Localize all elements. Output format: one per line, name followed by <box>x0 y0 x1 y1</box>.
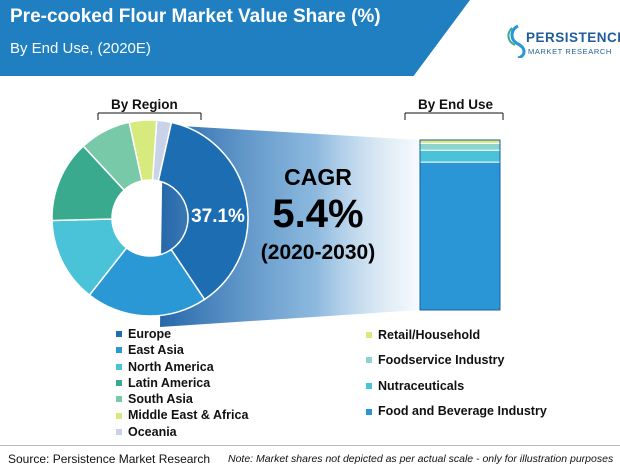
legend-swatch <box>366 331 372 338</box>
legend-swatch <box>116 412 122 419</box>
legend-label: East Asia <box>128 343 184 358</box>
donut-slice-europe <box>157 121 249 301</box>
legend-item-food-beverage-industry: Food and Beverage Industry <box>366 399 547 425</box>
stack-segment-food-and-beverage-industry <box>419 161 501 311</box>
legend-label: Middle East & Africa <box>128 408 249 423</box>
legend-item-europe: Europe <box>116 326 248 342</box>
legend-swatch <box>116 396 122 403</box>
cagr-value: 5.4% <box>272 192 363 236</box>
legend-label: North America <box>128 359 214 374</box>
region-chart-title: By Region <box>111 97 178 112</box>
footer-note: Note: Market shares not depicted as per … <box>228 453 614 465</box>
enduse-chart-title: By End Use <box>418 97 494 112</box>
legend-swatch <box>116 380 122 387</box>
donut-slice-oceania <box>151 119 173 182</box>
legend-label: South Asia <box>128 392 193 407</box>
logo-mark-icon <box>507 24 526 58</box>
cagr-label: CAGR <box>284 164 352 190</box>
source-text: Source: Persistence Market Research <box>8 452 211 466</box>
legend-swatch <box>116 347 122 354</box>
legend-swatch <box>366 408 372 415</box>
legend-swatch <box>366 382 372 389</box>
legend-label: Oceania <box>128 424 177 439</box>
legend-label: Europe <box>128 327 172 341</box>
legend-swatch <box>366 357 372 364</box>
legend-label: Latin America <box>128 375 211 390</box>
enduse-stacked-bar <box>419 139 501 311</box>
legend-item-oceania: Oceania <box>116 424 248 440</box>
stack-bar-frame <box>419 139 501 311</box>
stack-segment-foodservice-industry <box>419 142 501 151</box>
legend-label: Retail/Household <box>378 327 481 342</box>
region-legend: Europe East Asia North America Latin Ame… <box>116 326 248 440</box>
stack-segment-nutraceuticals <box>419 149 501 163</box>
enduse-legend: Retail/Household Foodservice Industry Nu… <box>366 322 547 424</box>
footer-divider <box>0 445 620 446</box>
donut-slice-east-asia <box>88 246 206 317</box>
legend-label: Foodservice Industry <box>378 353 505 368</box>
legend-item-middle-east-africa: Middle East & Africa <box>116 407 248 423</box>
legend-swatch <box>116 363 122 370</box>
chart-subtitle: By End Use, (2020E) <box>10 40 151 57</box>
europe-share-label: 37.1% <box>191 206 245 227</box>
chart-title: Pre-cooked Flour Market Value Share (%) <box>10 6 381 27</box>
company-logo: PERSISTENCE MARKET RESEARCH <box>506 20 620 80</box>
logo-tagline: MARKET RESEARCH <box>528 47 612 56</box>
legend-item-south-asia: South Asia <box>116 391 248 407</box>
header-banner <box>0 0 470 76</box>
legend-item-latin-america: Latin America <box>116 375 248 391</box>
legend-item-north-america: North America <box>116 359 248 375</box>
legend-swatch <box>116 428 122 435</box>
legend-swatch <box>116 331 122 338</box>
legend-label: Food and Beverage Industry <box>378 404 547 419</box>
region-donut <box>51 119 249 317</box>
legend-item-east-asia: East Asia <box>116 342 248 358</box>
stack-segment-retail-household <box>419 139 501 144</box>
cagr-period: (2020-2030) <box>261 241 375 264</box>
logo-name: PERSISTENCE <box>526 30 620 45</box>
legend-item-foodservice-industry: Foodservice Industry <box>366 348 547 374</box>
legend-item-nutraceuticals: Nutraceuticals <box>366 373 547 399</box>
legend-item-retail-household: Retail/Household <box>366 322 547 348</box>
legend-label: Nutraceuticals <box>378 378 465 393</box>
